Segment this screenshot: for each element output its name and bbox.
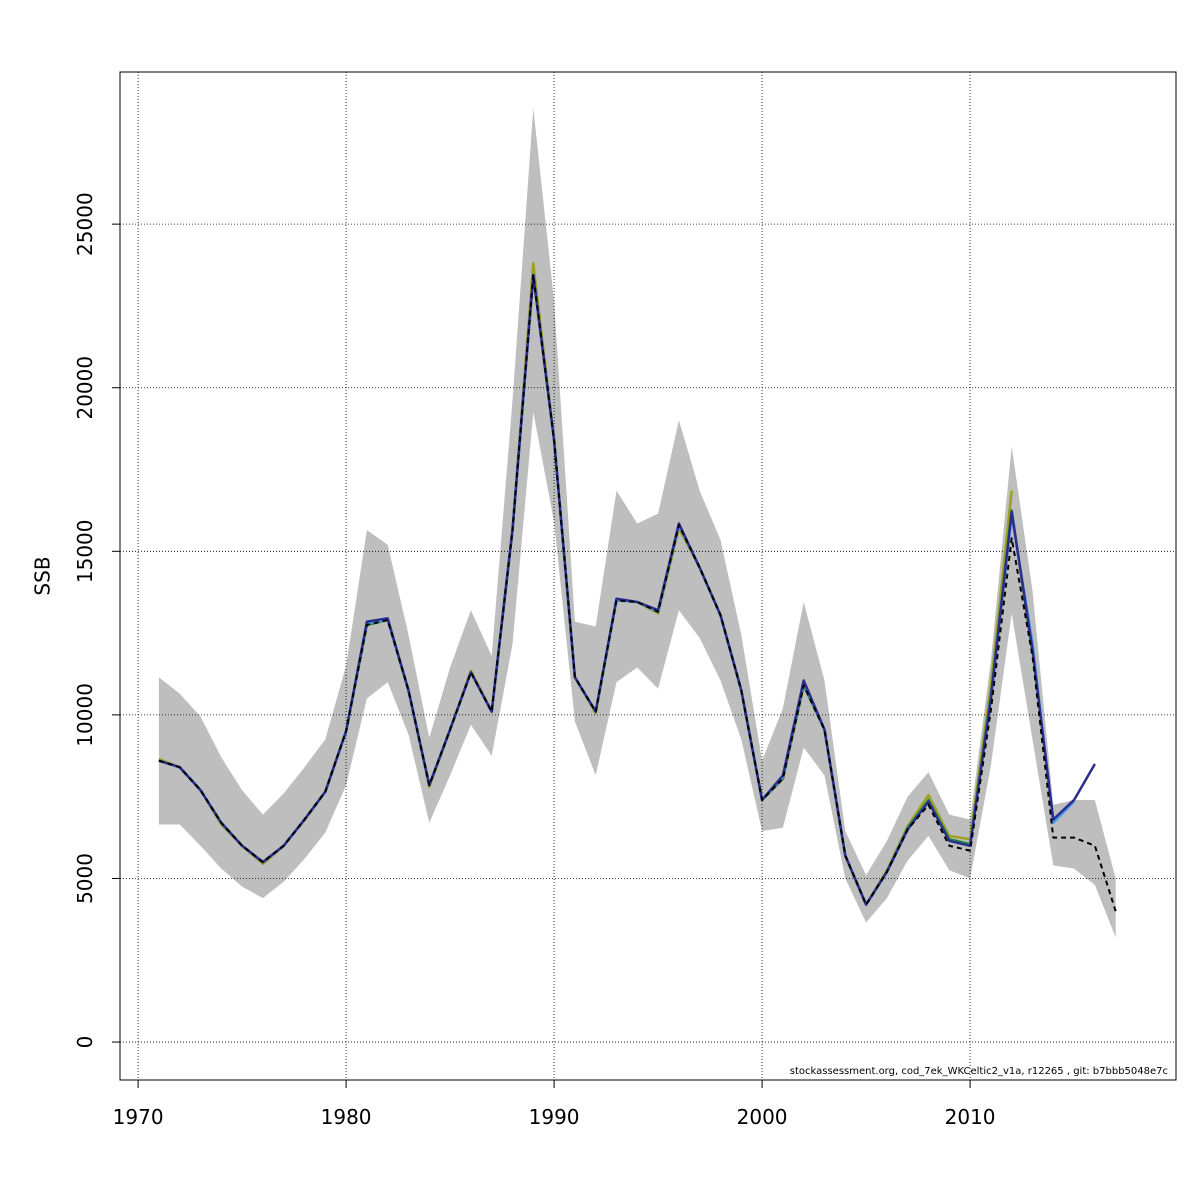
plot-frame <box>119 71 1177 1081</box>
x-tick-label: 2010 <box>945 1105 996 1129</box>
y-tick-label: 15000 <box>73 519 97 583</box>
x-tick-label: 2000 <box>737 1105 788 1129</box>
y-tick-label: 0 <box>73 1036 97 1049</box>
y-axis-label: SSB <box>31 556 55 595</box>
y-tick-label: 10000 <box>73 683 97 747</box>
x-tick-label: 1980 <box>321 1105 372 1129</box>
footnote: stockassessment.org, cod_7ek_WKCeltic2_v… <box>790 1066 1168 1077</box>
x-tick-label: 1990 <box>529 1105 580 1129</box>
confidence-band <box>158 107 1116 938</box>
x-tick-label: 1970 <box>113 1105 164 1129</box>
y-tick-label: 20000 <box>73 356 97 420</box>
y-tick-label: 5000 <box>73 853 97 904</box>
y-tick-label: 25000 <box>73 192 97 256</box>
